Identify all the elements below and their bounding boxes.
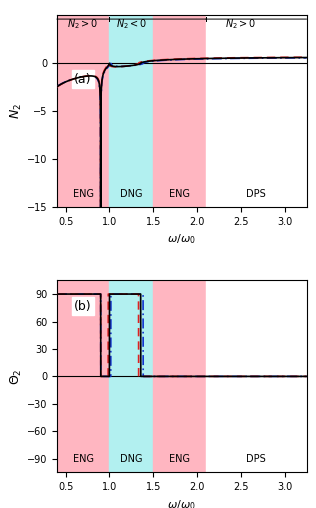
Text: (b): (b)	[74, 300, 92, 312]
Bar	[109, 15, 153, 207]
Y-axis label: $N_2$: $N_2$	[9, 103, 24, 119]
Text: ENG: ENG	[73, 189, 94, 199]
Bar	[206, 15, 307, 207]
Text: DNG: DNG	[120, 189, 143, 199]
Text: ENG: ENG	[73, 454, 94, 464]
Text: $N_2<0$: $N_2<0$	[116, 17, 147, 31]
Bar	[57, 280, 109, 472]
Bar	[153, 15, 206, 207]
X-axis label: $\omega/\omega_0$: $\omega/\omega_0$	[167, 233, 196, 246]
Text: DNG: DNG	[120, 454, 143, 464]
Text: ENG: ENG	[169, 189, 190, 199]
Text: $N_2>0$: $N_2>0$	[225, 17, 257, 31]
Text: (a): (a)	[74, 73, 92, 86]
Bar	[57, 15, 109, 207]
Bar	[206, 280, 307, 472]
X-axis label: $\omega/\omega_0$: $\omega/\omega_0$	[167, 498, 196, 508]
Bar	[109, 280, 153, 472]
Text: $N_2>0$: $N_2>0$	[67, 17, 99, 31]
Text: DPS: DPS	[246, 189, 265, 199]
Text: DPS: DPS	[246, 454, 265, 464]
Y-axis label: $\Theta_2$: $\Theta_2$	[9, 368, 24, 385]
Text: ENG: ENG	[169, 454, 190, 464]
Bar	[153, 280, 206, 472]
